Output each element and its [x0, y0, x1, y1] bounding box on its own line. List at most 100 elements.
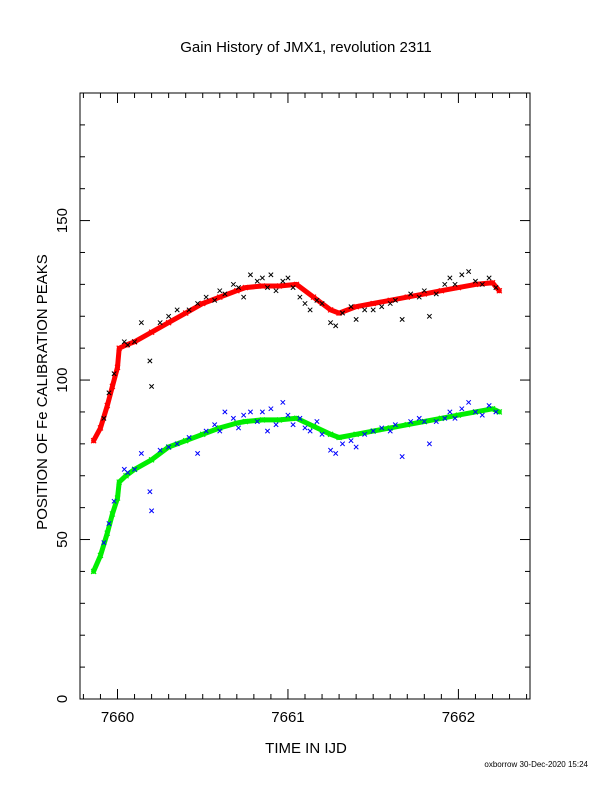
upper-points-marker	[101, 415, 107, 421]
upper-points-marker	[479, 281, 485, 287]
lower-points-marker	[479, 412, 485, 418]
lower-fit-marker	[276, 416, 283, 423]
upper-points-marker	[147, 358, 153, 364]
data-points	[101, 269, 499, 546]
lower-points-marker	[447, 409, 453, 415]
upper-fit-marker	[116, 345, 123, 352]
upper-fit-marker	[438, 287, 445, 294]
lower-points-marker	[195, 450, 201, 456]
lower-points-marker	[392, 422, 398, 428]
upper-points-marker	[319, 300, 325, 307]
lower-points-marker	[353, 444, 359, 450]
lower-points-marker	[421, 418, 427, 425]
chart-title: Gain History of JMX1, revolution 2311	[180, 39, 432, 56]
y-tick-label: 150	[54, 208, 71, 233]
lower-points-marker	[379, 425, 385, 431]
lower-fit-marker	[123, 472, 129, 479]
lower-fit-marker	[336, 434, 343, 441]
upper-points-marker	[421, 288, 427, 294]
upper-fit-marker	[104, 402, 111, 409]
lower-fit-marker	[310, 423, 317, 430]
upper-points-marker	[235, 285, 242, 291]
lower-fit-marker	[259, 416, 266, 423]
upper-fit-marker	[97, 424, 104, 431]
lower-points-marker	[149, 508, 155, 514]
lower-points-marker	[254, 418, 260, 425]
upper-points-marker	[131, 339, 138, 345]
lower-fit-marker	[353, 431, 360, 438]
lower-points-marker	[416, 415, 422, 421]
upper-fit-marker	[489, 279, 496, 286]
lower-points-marker	[259, 409, 265, 415]
upper-points-marker	[314, 297, 320, 303]
y-tick-label: 100	[54, 368, 71, 393]
lower-points-marker	[408, 418, 414, 425]
upper-points-marker	[285, 275, 291, 281]
lower-points-marker	[264, 428, 271, 434]
lower-points-marker	[280, 399, 286, 405]
footer-credit: oxborrow 30-Dec-2020 15:24	[484, 760, 588, 769]
upper-points-marker	[472, 278, 479, 284]
upper-points-marker	[166, 313, 172, 319]
upper-points-marker	[111, 371, 117, 377]
upper-points-marker	[149, 383, 155, 389]
upper-fit-marker	[165, 319, 172, 326]
lower-fit-marker	[242, 418, 249, 425]
upper-points-marker	[174, 307, 180, 313]
lower-fit-marker	[148, 456, 155, 463]
lower-points-marker	[247, 409, 254, 415]
upper-fit-marker	[148, 329, 155, 336]
lower-points-marker	[131, 466, 138, 472]
upper-points-marker	[416, 294, 422, 300]
upper-points-marker	[273, 288, 279, 294]
upper-points-marker	[426, 313, 432, 319]
axis-ticks	[80, 92, 530, 700]
upper-fit-marker	[276, 283, 283, 289]
upper-points-marker	[268, 272, 274, 278]
lower-points-marker	[166, 444, 172, 450]
lower-points-marker	[217, 428, 223, 434]
tick-labels: 7660 7661 7662 0 50 100 150	[54, 208, 475, 726]
upper-points-marker	[392, 297, 398, 303]
lower-fit-marker	[90, 568, 97, 575]
lower-points-marker	[333, 450, 339, 456]
upper-points-marker	[408, 291, 414, 297]
y-tick-label: 50	[54, 531, 71, 548]
upper-points-marker	[247, 272, 254, 278]
lower-points-marker	[268, 406, 274, 412]
y-axis-label: POSITION OF Fe CALIBRATION PEAKS	[34, 254, 51, 530]
upper-points-marker	[157, 320, 163, 326]
upper-points-marker	[387, 300, 393, 307]
lower-points-marker	[466, 399, 472, 405]
upper-points-marker	[138, 320, 144, 326]
upper-points-marker	[452, 281, 458, 287]
upper-points-marker	[333, 323, 339, 329]
lower-points-marker	[212, 422, 218, 428]
upper-points-marker	[339, 310, 346, 316]
upper-points-marker	[106, 390, 112, 396]
lower-points-marker	[472, 409, 479, 415]
upper-points-marker	[370, 307, 376, 313]
lower-points-marker	[203, 428, 209, 434]
upper-points-marker	[433, 291, 439, 297]
upper-fit-marker	[259, 283, 266, 289]
lower-points-marker	[285, 412, 291, 418]
lower-points-marker	[273, 422, 279, 428]
upper-fit-marker	[109, 383, 116, 390]
lower-points-marker	[433, 418, 439, 425]
upper-points-marker	[493, 285, 499, 291]
upper-fit-marker	[370, 300, 377, 307]
upper-points-marker	[254, 278, 260, 284]
upper-points-marker	[259, 275, 265, 281]
lower-points-marker	[106, 521, 112, 527]
upper-points-marker	[379, 304, 385, 310]
x-tick-label: 7660	[101, 709, 134, 726]
lower-fit-marker	[327, 431, 334, 438]
lower-points-marker	[459, 406, 465, 412]
upper-fit-marker	[242, 284, 249, 291]
lower-points-marker	[319, 431, 325, 437]
upper-points-marker	[362, 307, 368, 313]
lower-points-marker	[138, 450, 144, 456]
upper-points-marker	[307, 307, 313, 313]
upper-fit-marker	[114, 364, 121, 371]
